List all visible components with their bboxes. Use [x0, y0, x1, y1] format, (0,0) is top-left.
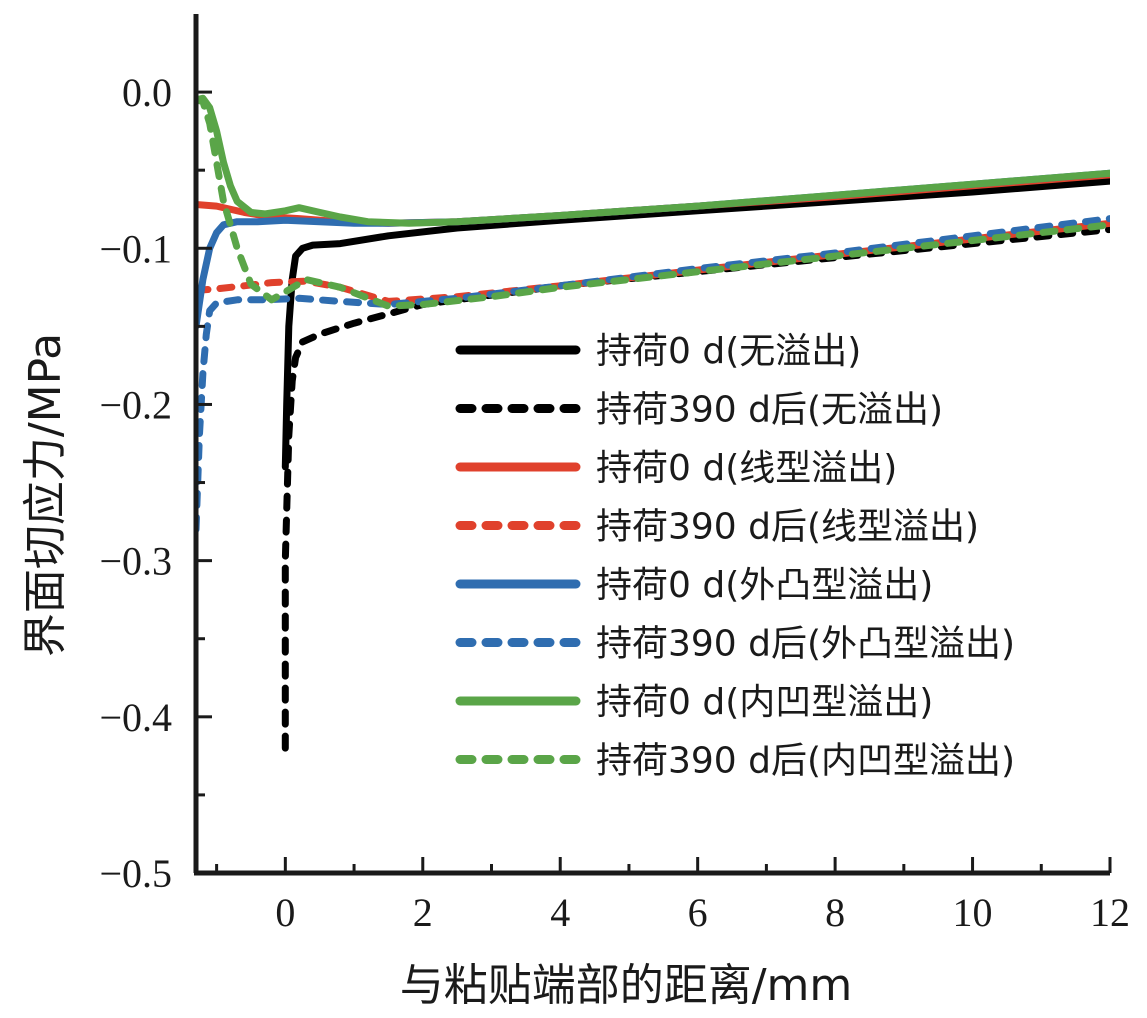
series-line-8 [196, 96, 1110, 310]
series-line-7 [196, 94, 1110, 227]
legend-label-5: 持荷0 d(外凸型溢出) [596, 565, 933, 606]
legend-label-4: 持荷390 d后(线型溢出) [596, 507, 979, 548]
legend-label-2: 持荷390 d后(无溢出) [596, 390, 943, 431]
legend-label-7: 持荷0 d(内凹型溢出) [596, 682, 933, 723]
y-tick-label-2: −0.2 [99, 382, 172, 427]
legend-label-6: 持荷390 d后(外凸型溢出) [596, 624, 1015, 665]
x-tick-label-2: 2 [413, 890, 433, 935]
y-tick-label-1: −0.1 [99, 226, 172, 271]
x-tick-label-6: 6 [688, 890, 708, 935]
x-tick-label-8: 8 [825, 890, 845, 935]
legend-label-3: 持荷0 d(线型溢出) [596, 448, 897, 489]
y-tick-label-3: −0.3 [99, 539, 172, 584]
axes [193, 14, 1110, 876]
x-tick-label-0: 0 [275, 890, 295, 935]
x-tick-label-4: 4 [550, 890, 570, 935]
series-line-2 [281, 226, 1110, 752]
legend: 持荷0 d(无溢出) 持荷390 d后(无溢出) 持荷0 d(线型溢出) 持荷390 … [455, 331, 1015, 782]
y-axis-title: 界面切应力/MPa [20, 333, 71, 657]
plot-lines [196, 94, 1110, 752]
tick-labels: 0 2 4 6 8 10 12 0.0 −0.1 −0.2 −0.3 −0.4 −0.5 [99, 70, 1130, 935]
y-tick-label-4: −0.4 [99, 695, 172, 740]
x-tick-label-12: 12 [1090, 890, 1130, 935]
series-line-1 [281, 177, 1110, 471]
x-axis-title: 与粘贴端部的距离/mm [400, 960, 853, 1011]
legend-label-1: 持荷0 d(无溢出) [596, 331, 861, 372]
y-tick-label-0: 0.0 [122, 70, 172, 115]
ticks [196, 90, 1112, 875]
x-tick-label-10: 10 [953, 890, 993, 935]
legend-label-8: 持荷390 d后(内凹型溢出) [596, 741, 1015, 782]
y-tick-label-5: −0.5 [99, 851, 172, 896]
